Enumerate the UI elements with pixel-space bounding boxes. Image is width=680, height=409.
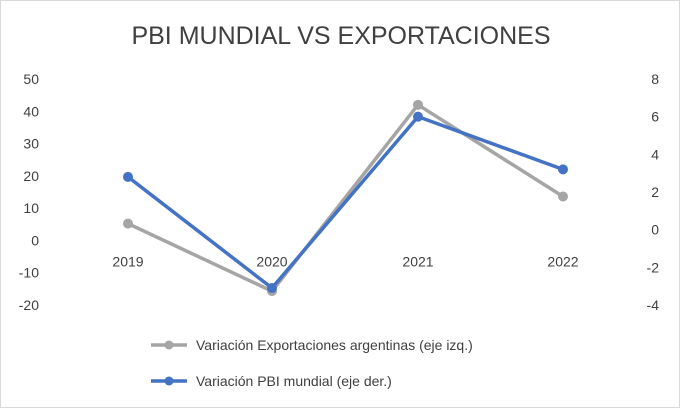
series-1-point <box>558 164 568 175</box>
series-layer <box>123 99 568 297</box>
series-1-point <box>123 171 133 182</box>
left-tick-label: 30 <box>23 136 39 152</box>
left-tick-label: 20 <box>23 168 39 184</box>
category-label: 2021 <box>402 253 433 269</box>
series-1-point <box>267 283 277 294</box>
chart-title: PBI MUNDIAL VS EXPORTACIONES <box>131 22 550 50</box>
series-0-point <box>123 218 133 229</box>
right-tick-label: 8 <box>651 71 659 87</box>
series-1-point <box>413 111 423 122</box>
series-line-1 <box>126 114 565 290</box>
right-tick-label: -2 <box>647 259 660 275</box>
right-tick-label: 6 <box>651 109 659 125</box>
category-label: 2022 <box>547 253 578 269</box>
legend-label: Variación Exportaciones argentinas (eje … <box>196 337 473 353</box>
left-axis: 50 40 30 20 10 0 -10 -20 <box>19 71 39 313</box>
legend-swatch-marker <box>164 340 174 350</box>
legend-swatch-marker <box>164 376 174 386</box>
legend: Variación Exportaciones argentinas (eje … <box>151 337 473 389</box>
right-axis: 8 6 4 2 0 -2 -4 <box>647 71 660 313</box>
category-axis: 2019 2020 2021 2022 <box>112 253 578 269</box>
left-tick-label: 50 <box>23 71 39 87</box>
series-0-point <box>558 191 568 202</box>
series-line-0 <box>126 103 565 293</box>
left-tick-label: 0 <box>31 232 39 248</box>
right-tick-label: -4 <box>647 297 660 313</box>
category-label: 2020 <box>256 253 287 269</box>
left-tick-label: -20 <box>19 297 39 313</box>
right-tick-label: 4 <box>651 146 659 162</box>
right-tick-label: 2 <box>651 184 659 200</box>
legend-label: Variación PBI mundial (eje der.) <box>196 373 392 389</box>
left-tick-label: 10 <box>23 200 39 216</box>
category-label: 2019 <box>112 253 143 269</box>
series-0-point <box>413 99 423 110</box>
left-tick-label: -10 <box>19 265 39 281</box>
right-tick-label: 0 <box>651 222 659 238</box>
left-tick-label: 40 <box>23 103 39 119</box>
